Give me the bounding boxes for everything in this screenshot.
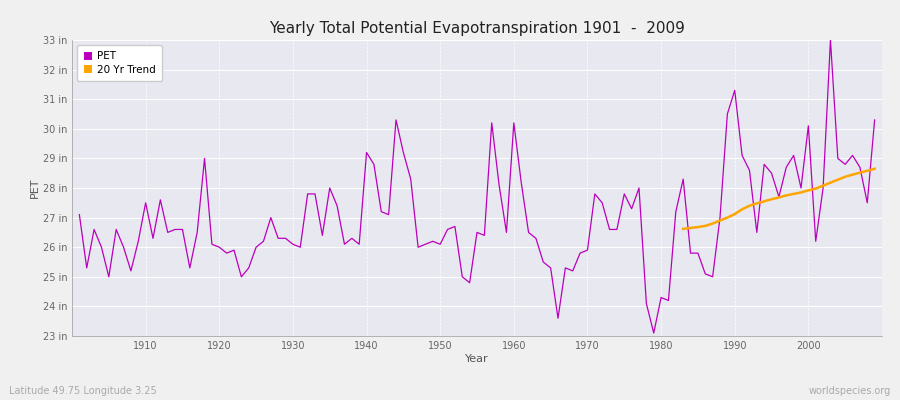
Y-axis label: PET: PET bbox=[30, 178, 40, 198]
Text: worldspecies.org: worldspecies.org bbox=[809, 386, 891, 396]
Title: Yearly Total Potential Evapotranspiration 1901  -  2009: Yearly Total Potential Evapotranspiratio… bbox=[269, 21, 685, 36]
Text: Latitude 49.75 Longitude 3.25: Latitude 49.75 Longitude 3.25 bbox=[9, 386, 157, 396]
X-axis label: Year: Year bbox=[465, 354, 489, 364]
Legend: PET, 20 Yr Trend: PET, 20 Yr Trend bbox=[77, 45, 162, 81]
